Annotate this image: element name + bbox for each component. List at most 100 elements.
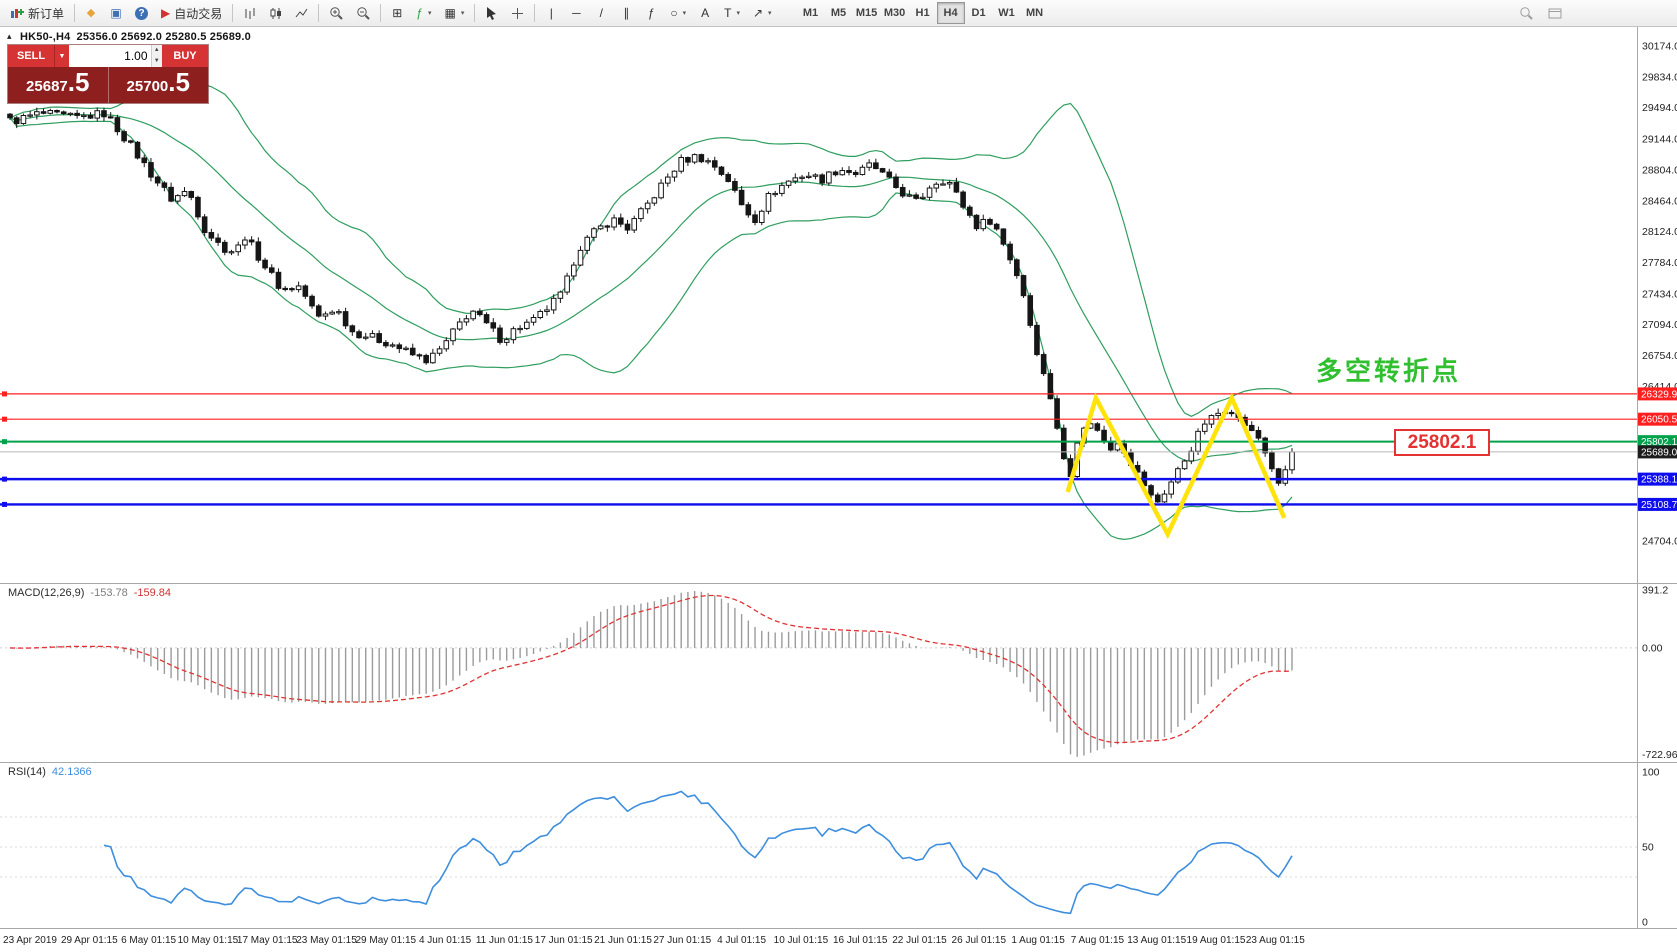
- bar-chart-icon: [245, 7, 255, 19]
- svg-text:16 Jul 01:15: 16 Jul 01:15: [833, 935, 888, 946]
- new-order-button[interactable]: 新订单: [4, 2, 70, 24]
- horizontal-line-icon: ─: [572, 6, 581, 20]
- trendline-tool-button[interactable]: /: [589, 2, 613, 24]
- svg-text:1 Aug 01:15: 1 Aug 01:15: [1011, 935, 1065, 946]
- timeframe-m1[interactable]: M1: [797, 2, 825, 24]
- svg-text:391.2: 391.2: [1642, 585, 1668, 597]
- svg-text:26329.9: 26329.9: [1641, 389, 1677, 400]
- text-tool-button[interactable]: A: [693, 2, 717, 24]
- cursor-button[interactable]: [479, 2, 504, 24]
- time-axis[interactable]: 23 Apr 2019 29 Apr 01:15 6 May 01:15 10 May…: [3, 935, 1305, 946]
- grid-icon: ⊞: [392, 6, 403, 20]
- templates-button[interactable]: ◆: [79, 2, 103, 24]
- volume-input[interactable]: [69, 45, 151, 67]
- svg-text:25689.0: 25689.0: [1641, 447, 1677, 458]
- candlestick-mode-button[interactable]: [263, 2, 288, 24]
- chart-ohlc-values: 25356.0 25692.0 25280.5 25689.0: [76, 31, 251, 43]
- trendline-icon: /: [599, 6, 603, 20]
- label-tool-button[interactable]: T ▾: [718, 2, 746, 24]
- horizontal-line-objects[interactable]: 26329.9 26050.5 25802.1 25388.1 25108.7: [0, 387, 1677, 511]
- zoom-out-button[interactable]: [350, 2, 376, 24]
- chart-canvas[interactable]: 30174.0 29834.0 29494.0 29144.0 28804.0 28464…: [0, 27, 1677, 952]
- crosshair-button[interactable]: [505, 2, 530, 24]
- svg-text:28464.0: 28464.0: [1642, 195, 1677, 207]
- shapes-icon: ○: [670, 6, 678, 20]
- panel-separators: [0, 27, 1677, 929]
- turning-point-annotation[interactable]: 多空转折点: [1316, 356, 1462, 386]
- zigzag-drawing[interactable]: [1065, 392, 1287, 540]
- one-click-panel-toggle[interactable]: ▴: [7, 31, 12, 41]
- candlestick-icon: [270, 7, 282, 19]
- horizontal-line-tool-button[interactable]: ─: [564, 2, 588, 24]
- svg-text:-722.96: -722.96: [1642, 749, 1677, 761]
- price-axis[interactable]: 30174.0 29834.0 29494.0 29144.0 28804.0 28464…: [1642, 41, 1677, 929]
- svg-text:29 May 01:15: 29 May 01:15: [355, 935, 416, 946]
- vertical-line-tool-button[interactable]: |: [539, 2, 563, 24]
- new-window-button[interactable]: [1542, 2, 1568, 24]
- timeframe-m30[interactable]: M30: [881, 2, 909, 24]
- zoom-in-button[interactable]: [323, 2, 349, 24]
- bar-chart-mode-button[interactable]: [237, 2, 262, 24]
- svg-text:29 Apr 01:15: 29 Apr 01:15: [61, 935, 118, 946]
- indicators-button[interactable]: ƒ ▾: [410, 2, 437, 24]
- svg-text:29834.0: 29834.0: [1642, 71, 1677, 83]
- timeframe-d1[interactable]: D1: [965, 2, 993, 24]
- svg-text:10 Jul 01:15: 10 Jul 01:15: [774, 935, 829, 946]
- timeframe-m15[interactable]: M15: [853, 2, 881, 24]
- macd-signal-value: -159.84: [133, 587, 172, 599]
- sell-price[interactable]: 25687.5: [26, 67, 90, 97]
- arrows-tool-button[interactable]: ↗ ▾: [747, 2, 778, 24]
- bid-price-line: 25689.0: [0, 445, 1677, 459]
- community-icon: ?: [135, 6, 149, 20]
- auto-trading-label: 自动交易: [174, 6, 223, 21]
- cursor-icon: [487, 7, 497, 20]
- svg-text:17 May 01:15: 17 May 01:15: [237, 935, 298, 946]
- search-icon: [1520, 7, 1533, 20]
- timeframe-m5[interactable]: M5: [825, 2, 853, 24]
- crosshair-icon: [512, 7, 524, 19]
- svg-text:26050.5: 26050.5: [1641, 415, 1677, 426]
- line-chart-mode-button[interactable]: [289, 2, 314, 24]
- channel-tool-button[interactable]: ∥: [614, 2, 638, 24]
- price-callout-box[interactable]: 25802.1: [1394, 429, 1490, 456]
- chevron-down-icon: ▾: [460, 10, 465, 17]
- svg-text:27 Jun 01:15: 27 Jun 01:15: [653, 935, 711, 946]
- community-button[interactable]: ?: [129, 2, 154, 24]
- svg-text:29144.0: 29144.0: [1642, 134, 1677, 146]
- svg-text:13 Aug 01:15: 13 Aug 01:15: [1127, 935, 1186, 946]
- search-button[interactable]: [1513, 2, 1539, 24]
- timeframe-h4[interactable]: H4: [936, 2, 965, 24]
- sell-button[interactable]: SELL: [8, 45, 54, 67]
- buy-price[interactable]: 25700.5: [107, 67, 209, 103]
- order-type-dropdown[interactable]: ▼: [54, 45, 69, 67]
- svg-text:25802.1: 25802.1: [1641, 437, 1677, 448]
- svg-text:7 Aug 01:15: 7 Aug 01:15: [1071, 935, 1125, 946]
- timeframe-w1[interactable]: W1: [993, 2, 1021, 24]
- stepper-down-icon[interactable]: ▼: [153, 58, 160, 64]
- indicators-icon: ƒ: [416, 6, 423, 20]
- svg-text:25108.7: 25108.7: [1641, 500, 1677, 511]
- objects-icon: ▦: [444, 6, 456, 20]
- svg-text:0: 0: [1642, 917, 1648, 929]
- svg-text:10 May 01:15: 10 May 01:15: [178, 935, 239, 946]
- stepper-up-icon[interactable]: ▲: [153, 47, 160, 53]
- buy-button[interactable]: BUY: [162, 45, 208, 67]
- svg-text:26754.0: 26754.0: [1642, 350, 1677, 362]
- timeframe-h1[interactable]: H1: [909, 2, 937, 24]
- channel-icon: ∥: [623, 6, 630, 20]
- auto-trading-button[interactable]: ▶ 自动交易: [155, 2, 228, 24]
- new-order-icon: [11, 8, 24, 18]
- profiles-button[interactable]: ▣: [104, 2, 128, 24]
- svg-text:100: 100: [1642, 767, 1660, 779]
- trade-panel-top-row: SELL ▼ ▲ ▼ BUY: [8, 45, 208, 67]
- objects-list-button[interactable]: ▦ ▾: [438, 2, 470, 24]
- volume-stepper[interactable]: ▲ ▼: [150, 45, 162, 67]
- timeframe-mn[interactable]: MN: [1021, 2, 1049, 24]
- fibonacci-tool-button[interactable]: ƒ: [639, 2, 663, 24]
- shapes-tool-button[interactable]: ○ ▾: [664, 2, 692, 24]
- grid-button[interactable]: ⊞: [385, 2, 409, 24]
- svg-text:23 Apr 2019: 23 Apr 2019: [3, 935, 57, 946]
- toolbar-right-group: [1513, 2, 1568, 24]
- macd-value: -153.78: [90, 587, 128, 599]
- svg-text:19 Aug 01:15: 19 Aug 01:15: [1187, 935, 1246, 946]
